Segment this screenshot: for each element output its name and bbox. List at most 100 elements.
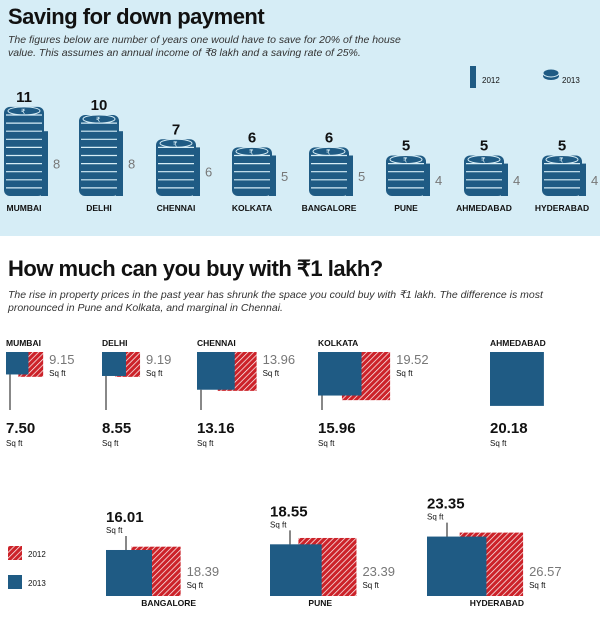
city-label-hyderabad: HYDERABAD bbox=[535, 203, 589, 213]
coin-face-icon bbox=[235, 146, 269, 156]
legend2-2013-label: 2013 bbox=[28, 579, 46, 588]
city-label-delhi: DELHI bbox=[86, 203, 112, 213]
square-2013-bangalore bbox=[106, 549, 153, 596]
value-2012-kolkata: 5 bbox=[281, 169, 288, 184]
legend2-2012-label: 2012 bbox=[28, 550, 46, 559]
value-2012-chennai: 13.96 bbox=[263, 352, 296, 367]
value-2012-delhi: 8 bbox=[128, 157, 135, 172]
unit-2012-chennai: Sq ft bbox=[263, 369, 280, 378]
legend-2013-label: 2013 bbox=[562, 76, 580, 85]
city-label-hyderabad: HYDERABAD bbox=[470, 598, 524, 608]
rupee-icon: ₹ bbox=[326, 148, 331, 156]
coin-face-icon bbox=[389, 155, 423, 164]
city-label-delhi: DELHI bbox=[102, 338, 128, 348]
coin-face-icon bbox=[7, 106, 41, 116]
city-label-pune: PUNE bbox=[394, 203, 418, 213]
square-2013-ahmedabad bbox=[490, 352, 544, 406]
unit-2013-ahmedabad: Sq ft bbox=[490, 439, 507, 448]
city-label-pune: PUNE bbox=[308, 598, 332, 608]
value-2013-chennai: 7 bbox=[172, 121, 180, 138]
coin-stack-2013-hyderabad bbox=[542, 155, 582, 196]
bar-2012-kolkata bbox=[269, 155, 276, 196]
value-2012-kolkata: 19.52 bbox=[396, 352, 429, 367]
city-label-mumbai: MUMBAI bbox=[7, 203, 42, 213]
value-2013-bangalore: 6 bbox=[325, 129, 333, 146]
value-2012-chennai: 6 bbox=[205, 165, 212, 180]
city-label-kolkata: KOLKATA bbox=[232, 203, 272, 213]
square-2013-hyderabad bbox=[427, 536, 487, 596]
value-2012-pune: 23.39 bbox=[362, 564, 395, 579]
unit-2012-delhi: Sq ft bbox=[146, 369, 163, 378]
value-2013-pune: 18.55 bbox=[270, 503, 308, 520]
rupee-icon: ₹ bbox=[481, 157, 486, 165]
saving-subtitle: The figures below are number of years on… bbox=[8, 34, 401, 59]
rupee-icon: ₹ bbox=[21, 108, 26, 116]
city-label-ahmedabad: AHMEDABAD bbox=[456, 203, 512, 213]
unit-2012-bangalore: Sq ft bbox=[187, 581, 204, 590]
coin-stack-2013-ahmedabad bbox=[464, 155, 504, 196]
bar-2012-mumbai bbox=[41, 131, 48, 196]
city-label-chennai: CHENNAI bbox=[197, 338, 236, 348]
value-2012-bangalore: 18.39 bbox=[187, 564, 220, 579]
value-2013-mumbai: 11 bbox=[16, 89, 32, 106]
square-2013-pune bbox=[270, 544, 322, 596]
value-2012-mumbai: 8 bbox=[53, 157, 60, 172]
value-2013-pune: 5 bbox=[402, 138, 410, 155]
bar-2012-pune bbox=[423, 163, 430, 196]
city-label-bangalore: BANGALORE bbox=[141, 598, 196, 608]
buy-title: How much can you buy with ₹1 lakh? bbox=[8, 256, 383, 281]
coin-face-icon bbox=[545, 155, 579, 164]
unit-2012-mumbai: Sq ft bbox=[49, 369, 66, 378]
value-2013-hyderabad: 5 bbox=[558, 138, 566, 155]
legend2-2012-swatch bbox=[8, 546, 22, 560]
buy-subtitle: The rise in property prices in the past … bbox=[8, 289, 543, 314]
unit-2013-chennai: Sq ft bbox=[197, 439, 214, 448]
value-2013-bangalore: 16.01 bbox=[106, 509, 144, 526]
city-label-chennai: CHENNAI bbox=[157, 203, 196, 213]
rupee-icon: ₹ bbox=[559, 157, 564, 165]
value-2013-hyderabad: 23.35 bbox=[427, 496, 465, 513]
city-label-kolkata: KOLKATA bbox=[318, 338, 358, 348]
unit-2013-kolkata: Sq ft bbox=[318, 439, 335, 448]
saving-title: Saving for down payment bbox=[8, 4, 265, 29]
coin-stack-2013-mumbai bbox=[4, 106, 44, 196]
value-2013-mumbai: 7.50 bbox=[6, 420, 35, 437]
unit-2013-bangalore: Sq ft bbox=[106, 526, 123, 535]
value-2013-chennai: 13.16 bbox=[197, 420, 235, 437]
unit-2013-delhi: Sq ft bbox=[102, 439, 119, 448]
legend-2012-swatch bbox=[470, 66, 476, 88]
unit-2012-kolkata: Sq ft bbox=[396, 369, 413, 378]
coin-face-icon bbox=[312, 146, 346, 156]
value-2013-delhi: 8.55 bbox=[102, 420, 131, 437]
value-2012-hyderabad: 4 bbox=[591, 173, 598, 188]
value-2012-delhi: 9.19 bbox=[146, 352, 171, 367]
bar-2012-chennai bbox=[193, 147, 200, 196]
legend-2013-coin-icon-top bbox=[542, 68, 560, 78]
coin-face-icon bbox=[82, 114, 116, 124]
square-2013-kolkata bbox=[318, 352, 362, 396]
value-2012-hyderabad: 26.57 bbox=[529, 564, 562, 579]
city-label-ahmedabad: AHMEDABAD bbox=[490, 338, 546, 348]
city-label-bangalore: BANGALORE bbox=[302, 203, 357, 213]
value-2013-ahmedabad: 20.18 bbox=[490, 420, 528, 437]
value-2012-bangalore: 5 bbox=[358, 169, 365, 184]
value-2012-ahmedabad: 4 bbox=[513, 173, 520, 188]
rupee-icon: ₹ bbox=[173, 140, 178, 148]
unit-2012-pune: Sq ft bbox=[362, 581, 379, 590]
coin-face-icon bbox=[159, 138, 193, 148]
unit-2012-hyderabad: Sq ft bbox=[529, 581, 546, 590]
value-2013-kolkata: 6 bbox=[248, 129, 256, 146]
rupee-icon: ₹ bbox=[96, 116, 101, 124]
square-2013-chennai bbox=[197, 352, 235, 390]
legend-2012-label: 2012 bbox=[482, 76, 500, 85]
coin-face-icon bbox=[467, 155, 501, 164]
coin-stack-2013-chennai bbox=[156, 139, 196, 196]
bar-2012-delhi bbox=[116, 131, 123, 196]
bar-2012-bangalore bbox=[346, 155, 353, 196]
coin-stack-2013-pune bbox=[386, 155, 426, 196]
city-label-mumbai: MUMBAI bbox=[6, 338, 41, 348]
square-2013-delhi bbox=[102, 352, 126, 376]
square-2013-mumbai bbox=[6, 352, 29, 375]
value-2013-kolkata: 15.96 bbox=[318, 420, 356, 437]
